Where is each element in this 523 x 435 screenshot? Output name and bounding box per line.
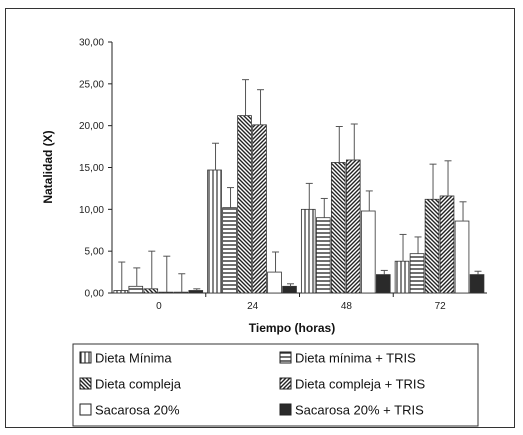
bars [113,115,485,294]
bar [128,285,144,294]
legend-label: Dieta compleja [95,377,182,392]
bar [267,271,282,294]
y-tick-label: 5,00 [85,247,105,258]
legend-label: Dieta compleja + TRIS [295,377,426,392]
bar [439,195,455,294]
bar [345,159,361,294]
bar [300,208,316,294]
y-tick-label: 20,00 [79,121,104,132]
legend-label: Sacarosa 20% [95,403,180,418]
bar [207,169,222,294]
bar [188,290,204,294]
y-tick-label: 15,00 [79,163,104,174]
x-ticks: 0 24 48 72 [156,293,446,312]
bar [375,274,391,294]
legend-swatch [279,351,292,364]
bar [252,124,267,294]
legend-swatch [79,377,92,390]
bar [143,288,159,294]
y-tick-label: 30,00 [79,38,104,49]
bar [409,253,425,294]
bar [469,274,485,294]
x-tick-label: 48 [341,301,353,312]
bar [315,217,331,294]
legend-label: Sacarosa 20% + TRIS [295,403,424,418]
x-tick-label: 72 [435,301,447,312]
legend: Dieta Mínima Dieta mínima + TRIS Dieta com… [79,351,426,418]
y-ticks: 0,00 5,00 10,00 15,00 20,00 25,00 30,00 [79,38,112,300]
bar [113,290,129,294]
bar [173,291,189,294]
y-tick-label: 10,00 [79,205,104,216]
bar [158,291,174,294]
bar [360,210,376,294]
legend-label: Dieta mínima + TRIS [295,351,416,366]
legend-swatch [79,351,92,364]
legend-box [72,343,479,427]
legend-swatch [279,377,292,390]
legend-swatch [79,403,92,416]
x-tick-label: 0 [156,301,162,312]
y-tick-label: 25,00 [79,79,104,90]
bar [454,220,470,294]
bar [330,162,346,294]
y-axis-title: Natalidad (X) [41,130,55,203]
x-axis-title: Tiempo (horas) [249,321,335,335]
error-bars [118,79,482,293]
bar [222,207,237,294]
legend-swatch [279,403,292,416]
bar [394,260,410,294]
x-tick-label: 24 [247,301,259,312]
bar [282,285,297,294]
bar [424,198,440,294]
legend-label: Dieta Mínima [95,351,172,366]
bar [237,115,252,294]
y-tick-label: 0,00 [85,289,105,300]
